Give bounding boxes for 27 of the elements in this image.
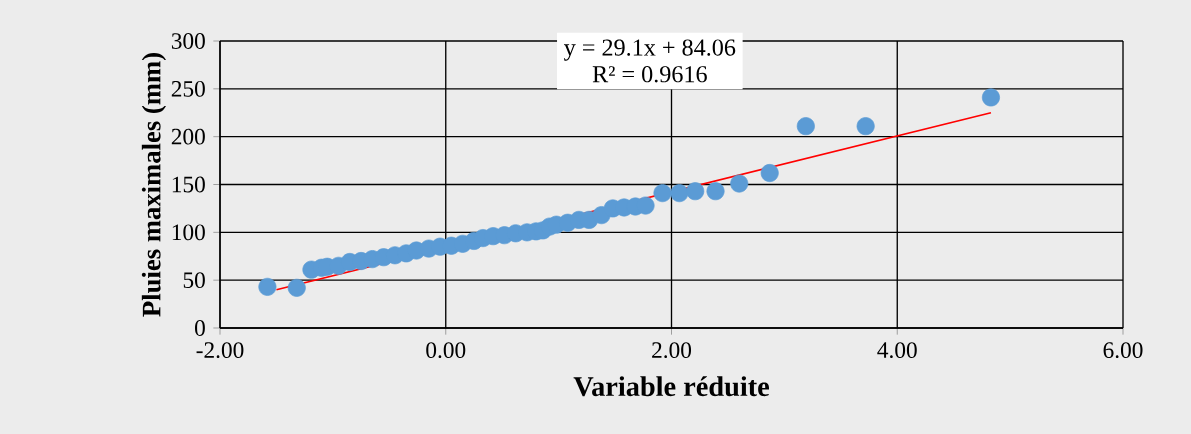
annotation: R² = 0.9616 bbox=[592, 66, 707, 83]
point bbox=[796, 117, 815, 136]
x-tick-label: 6.00 bbox=[1103, 342, 1143, 359]
x-tick-label: 0.00 bbox=[426, 342, 466, 359]
point bbox=[730, 174, 749, 193]
point bbox=[686, 182, 705, 201]
point bbox=[258, 277, 277, 296]
point bbox=[760, 164, 779, 183]
y-tick-label: 150 bbox=[172, 176, 205, 193]
point bbox=[287, 278, 306, 297]
x-axis-title: Variable réduite bbox=[573, 376, 770, 397]
y-axis-title: Pluies maximales (mm) bbox=[141, 53, 166, 317]
point bbox=[670, 184, 689, 203]
y-tick-label: 0 bbox=[195, 320, 205, 336]
y-tick-label: 50 bbox=[183, 272, 205, 289]
y-tick-label: 200 bbox=[171, 128, 205, 145]
point bbox=[981, 88, 1000, 107]
y-tick-label: 250 bbox=[171, 80, 205, 97]
point bbox=[706, 182, 725, 201]
y-tick-label: 300 bbox=[171, 33, 205, 49]
y-tick-label: 100 bbox=[172, 224, 205, 241]
point bbox=[653, 184, 672, 203]
point bbox=[856, 117, 875, 136]
x-tick-label: -2.00 bbox=[196, 342, 244, 359]
annotation: y = 29.1x + 84.06 bbox=[563, 39, 736, 61]
x-tick-label: 4.00 bbox=[877, 342, 917, 359]
x-tick-label: 2.00 bbox=[652, 342, 692, 359]
